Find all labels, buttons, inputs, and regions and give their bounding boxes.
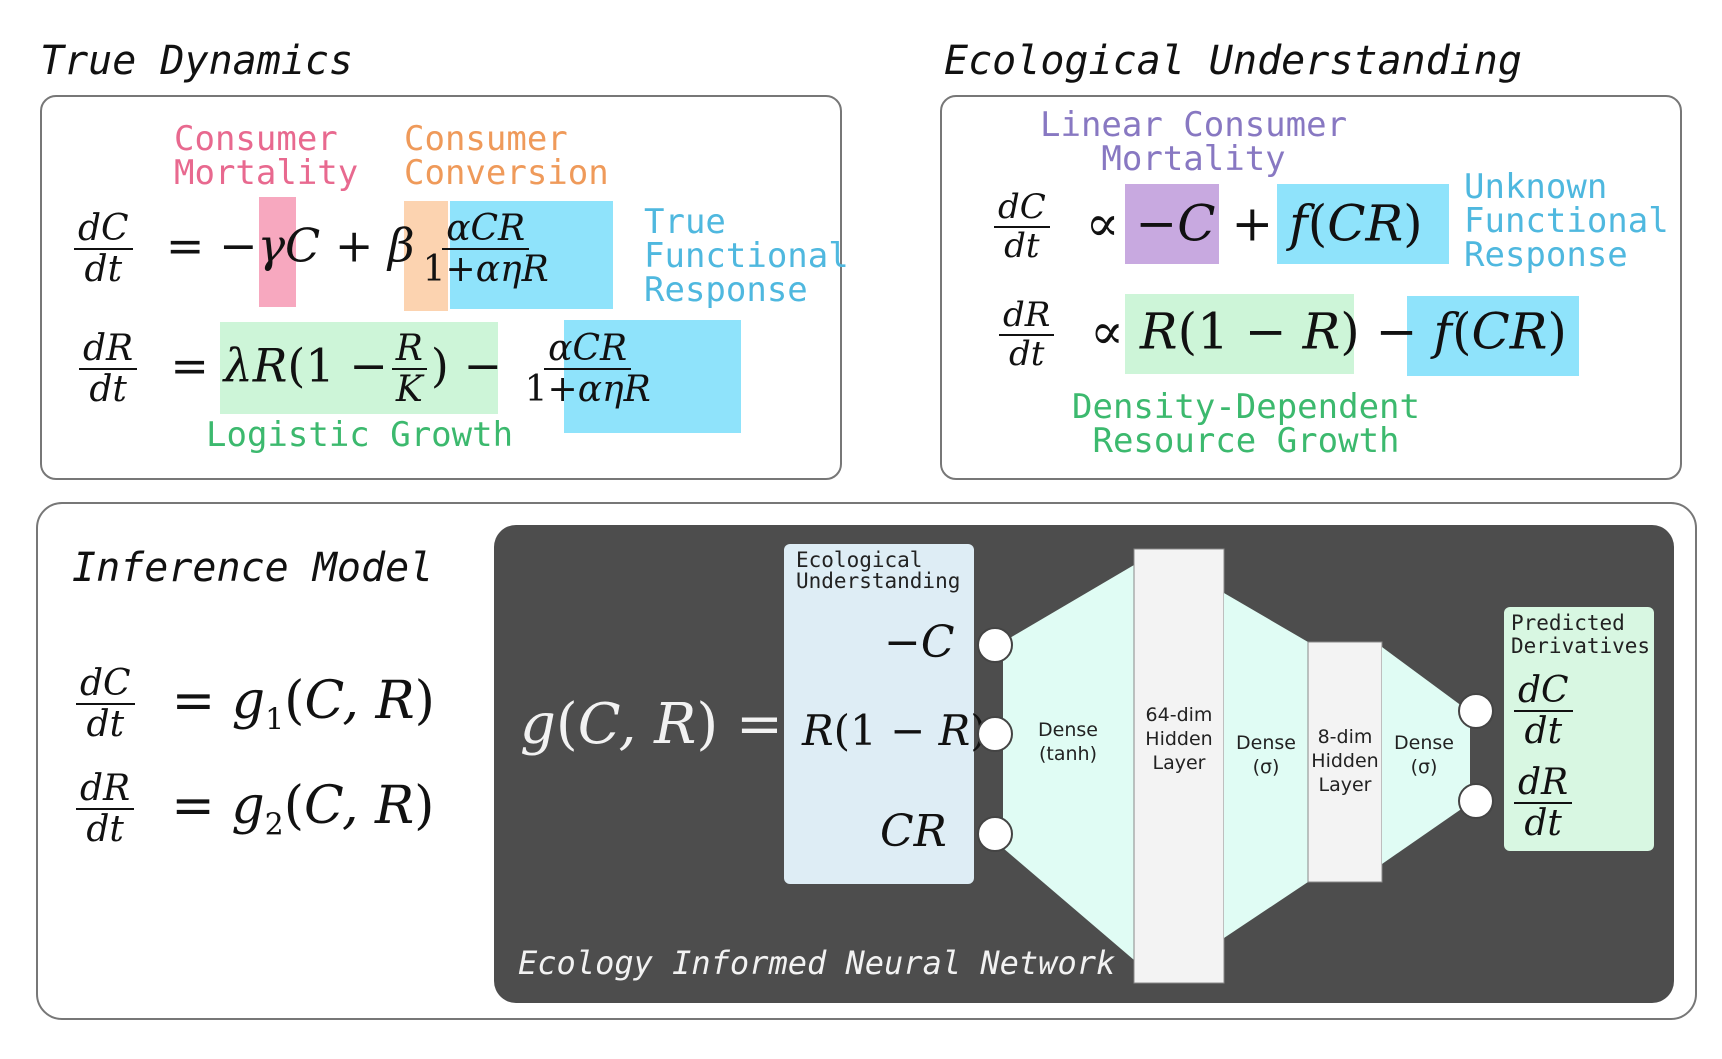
unknown-response-highlight-2	[1407, 296, 1579, 376]
network-caption: Ecology Informed Neural Network	[518, 944, 1116, 982]
hidden-64-label: 64-dim Hidden Layer	[1145, 704, 1213, 774]
input-node-3	[977, 816, 1013, 852]
unknown-functional-response-label: Unknown Functional Response	[1464, 167, 1669, 275]
inference-dc-dt-equation: dC dt = g1(C, R)	[72, 665, 435, 744]
logistic-growth-label: Logistic Growth	[206, 415, 514, 455]
input-neg-c: −C	[884, 617, 955, 668]
inference-model-title: Inference Model	[72, 545, 434, 591]
eco-dr-dt-equation: dR dt ∝ R(1 − R) − f(CR)	[995, 297, 1567, 373]
dense-sigma-label-2: Dense (σ)	[1394, 732, 1454, 778]
consumer-conversion-label: Consumer Conversion	[404, 119, 609, 193]
hidden-8-label: 8-dim Hidden Layer	[1311, 726, 1379, 796]
conversion-highlight	[404, 201, 448, 311]
true-dynamics-title: True Dynamics	[40, 38, 354, 84]
input-r-one-minus-r: R(1 − R)	[802, 706, 987, 755]
input-node-2	[977, 716, 1013, 752]
linear-consumer-mortality-label: Linear Consumer Mortality	[1040, 105, 1348, 179]
unknown-response-highlight-1	[1277, 184, 1449, 264]
dense-sigma-label-1: Dense (σ)	[1236, 732, 1296, 778]
hidden-8-layer	[1307, 641, 1383, 883]
mortality-highlight	[259, 197, 296, 307]
output-node-1	[1458, 693, 1494, 729]
input-box-title: Ecological Understanding	[796, 548, 961, 593]
consumer-mortality-label: Consumer Mortality	[174, 119, 359, 193]
input-box	[784, 544, 974, 884]
output-dc-dt: dC dt	[1510, 672, 1577, 751]
input-cr: CR	[880, 806, 947, 857]
eco-dc-dt-equation: dC dt ∝ −C + f(CR)	[990, 189, 1423, 265]
functional-response-highlight-1	[450, 201, 613, 309]
true-dc-dt-equation: dC dt = −γC + β αCR 1+αηR	[70, 210, 557, 289]
g-function-label: g(C, R) =	[520, 692, 783, 757]
density-growth-highlight	[1125, 294, 1354, 374]
output-box	[1504, 607, 1654, 851]
true-functional-response-label: True Functional Response	[644, 202, 849, 310]
true-dr-dt-equation: dR dt = λR(1 − R K) − αCR 1+αηR	[75, 330, 659, 409]
linear-mortality-highlight	[1125, 184, 1219, 264]
density-dependent-growth-label: Density-Dependent Resource Growth	[1072, 387, 1420, 461]
inference-dr-dt-equation: dR dt = g2(C, R)	[72, 770, 434, 849]
ecological-understanding-title: Ecological Understanding	[944, 38, 1522, 84]
output-box-title: Predicted Derivatives	[1511, 611, 1651, 658]
dense-sigma-layer-2	[1382, 647, 1470, 864]
logistic-growth-highlight	[220, 322, 498, 414]
dense-sigma-layer-1	[1224, 593, 1308, 938]
output-dr-dt: dR dt	[1510, 764, 1576, 843]
input-node-1	[977, 627, 1013, 663]
ecological-understanding-panel	[940, 95, 1682, 480]
output-node-2	[1458, 783, 1494, 819]
functional-response-highlight-2	[564, 320, 741, 433]
dense-tanh-layer	[1003, 565, 1134, 960]
dense-tanh-label: Dense (tanh)	[1038, 719, 1098, 765]
